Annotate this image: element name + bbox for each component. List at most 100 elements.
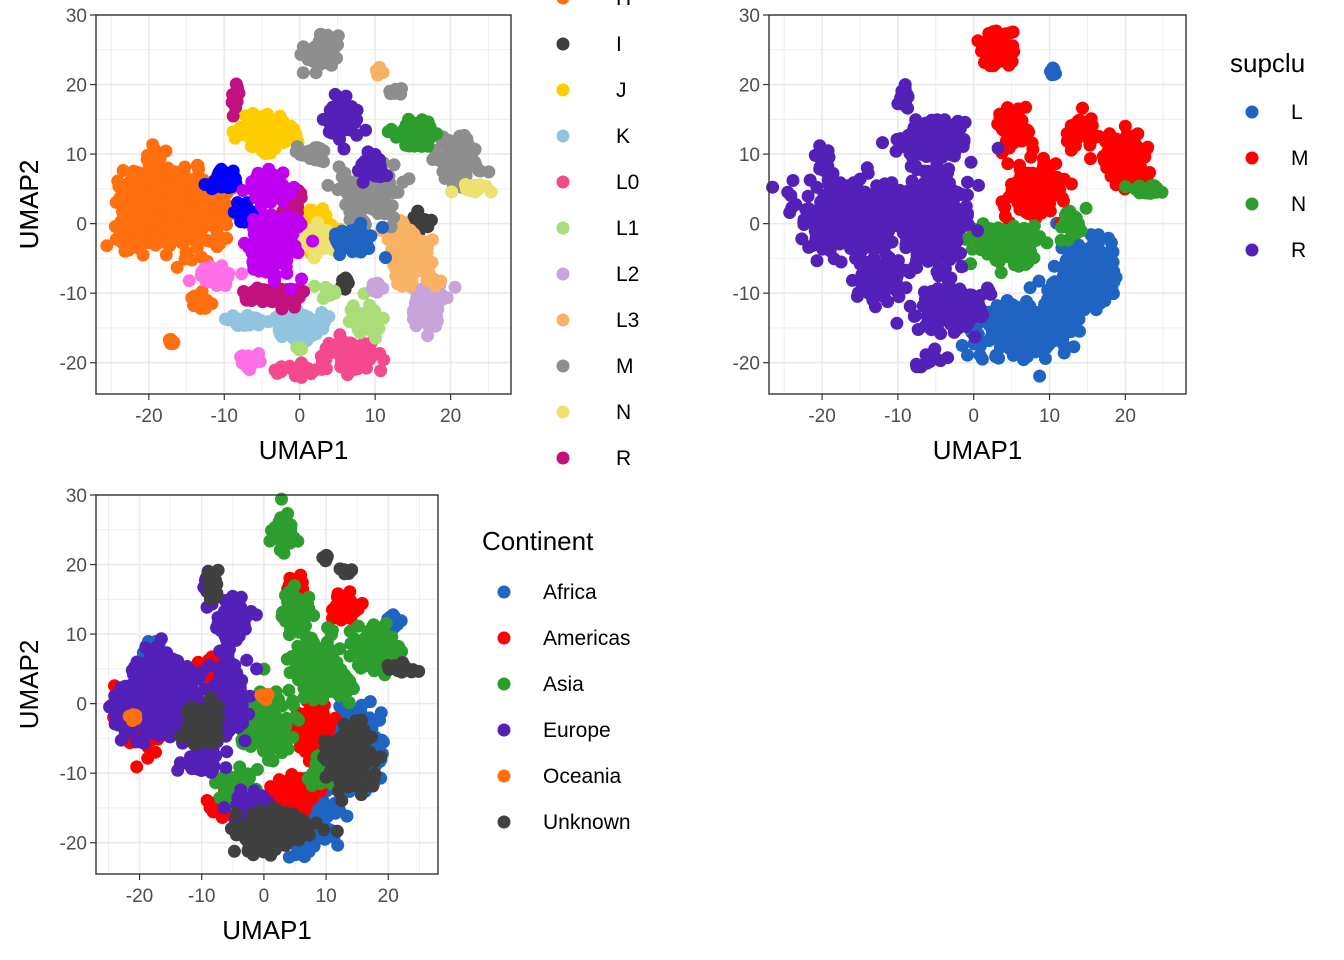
data-point (164, 222, 178, 236)
data-point (294, 342, 307, 356)
legend-key (556, 405, 570, 419)
data-point (453, 129, 467, 143)
data-point (766, 180, 780, 194)
data-point (1066, 210, 1080, 224)
data-point (336, 109, 349, 123)
data-point (267, 168, 281, 182)
data-point (365, 305, 379, 319)
data-point (307, 279, 321, 293)
data-point (892, 290, 906, 304)
data-point (332, 160, 346, 174)
data-point (1085, 268, 1099, 282)
data-point (402, 233, 416, 247)
data-point (397, 218, 411, 232)
data-point (1064, 177, 1078, 191)
data-point (314, 312, 328, 326)
data-point (1001, 314, 1015, 328)
data-point (260, 260, 274, 274)
data-point (920, 356, 934, 370)
data-point (402, 112, 416, 126)
data-point (928, 342, 942, 356)
data-point (921, 167, 935, 181)
data-point (118, 218, 132, 232)
data-point (445, 185, 459, 199)
data-point (334, 182, 347, 195)
data-point (901, 212, 915, 226)
data-point (323, 103, 337, 117)
data-point (341, 368, 355, 382)
data-point (897, 195, 911, 209)
data-point (1120, 142, 1133, 156)
data-point (109, 195, 123, 209)
data-point (356, 336, 370, 350)
legend-label: J (616, 79, 627, 102)
data-point (239, 109, 253, 123)
data-point (961, 175, 974, 189)
data-point (437, 155, 450, 169)
data-point (930, 231, 944, 245)
data-point (344, 303, 358, 317)
data-point (247, 213, 260, 226)
legend-key (556, 359, 570, 373)
data-point (1004, 104, 1017, 118)
data-point (239, 293, 253, 307)
data-point (860, 192, 874, 206)
data-point (335, 355, 348, 369)
data-point (860, 161, 874, 175)
data-point (340, 240, 354, 254)
data-point (783, 206, 797, 219)
data-point (116, 164, 130, 177)
data-point (196, 202, 210, 216)
legend-label: H (616, 0, 631, 10)
data-point (1044, 65, 1057, 78)
data-point (1035, 311, 1049, 325)
data-point (191, 159, 205, 173)
data-point (968, 330, 982, 344)
data-point (166, 199, 180, 213)
data-point (178, 252, 192, 266)
data-point (406, 131, 420, 144)
data-point (1041, 292, 1054, 306)
data-point (295, 272, 308, 286)
legend-key (556, 37, 570, 51)
data-point (125, 240, 139, 254)
data-point (230, 95, 244, 109)
data-point (336, 170, 350, 184)
data-point (1015, 172, 1029, 186)
data-point (235, 349, 249, 363)
data-point (872, 190, 886, 204)
data-point (810, 254, 824, 268)
data-point (151, 151, 165, 165)
data-point (268, 113, 282, 127)
data-point (147, 195, 161, 209)
data-point (786, 174, 800, 187)
data-point (961, 348, 974, 362)
legend-key (556, 83, 570, 97)
data-point (243, 119, 257, 133)
data-point (958, 115, 972, 129)
data-point (1041, 164, 1054, 178)
data-point (984, 287, 998, 301)
legend-label: L2 (616, 263, 639, 286)
data-point (914, 124, 928, 138)
data-point (972, 178, 985, 192)
data-point (473, 164, 487, 178)
data-point (923, 250, 937, 264)
data-point (355, 347, 369, 361)
series-l1 (290, 279, 390, 357)
data-point (1130, 158, 1144, 172)
data-point (387, 158, 401, 172)
data-point (132, 201, 145, 215)
x-tick-label: -10 (211, 406, 238, 427)
data-point (909, 159, 923, 173)
data-point (407, 266, 421, 280)
data-point (100, 239, 114, 253)
data-point (1031, 176, 1045, 190)
data-point (868, 300, 882, 314)
data-point (284, 282, 298, 296)
legend-label: I (616, 33, 622, 56)
data-point (936, 311, 949, 325)
data-point (1024, 150, 1038, 164)
data-point (1015, 114, 1029, 128)
data-point (301, 53, 315, 66)
